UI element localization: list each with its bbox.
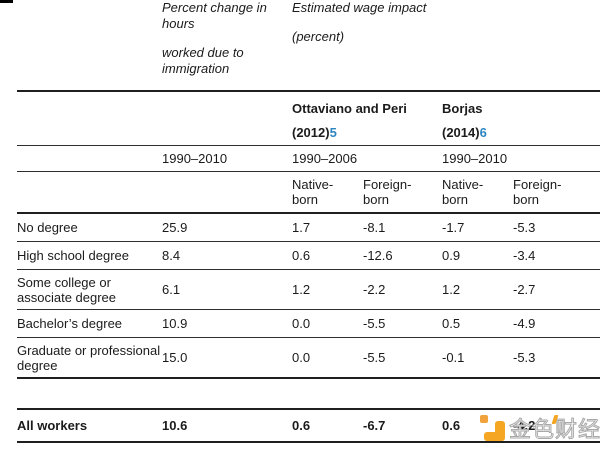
table-cell: -3.4 <box>513 248 536 263</box>
table-cell: 6.1 <box>162 282 181 297</box>
empty-cell <box>162 91 292 146</box>
subheader-b-native: Native-born <box>442 177 484 207</box>
wage-header-line2: (percent) <box>292 29 345 44</box>
row-label: Some college or associate degree <box>17 274 117 305</box>
row-label: Bachelor’s degree <box>17 316 123 331</box>
table-cell: 8.4 <box>162 248 181 263</box>
table-cell: 10.9 <box>162 316 188 331</box>
table-cell: 15.0 <box>162 350 188 365</box>
column-group-header-row: Percent change in hours worked due to im… <box>17 0 600 91</box>
row-label: High school degree <box>17 248 130 263</box>
table-cell: -0.1 <box>442 350 465 365</box>
empty-cell <box>17 172 162 214</box>
table-cell: -12.6 <box>363 248 393 263</box>
table-cell: 25.9 <box>162 220 188 235</box>
table-cell: -5.3 <box>513 220 536 235</box>
table-cell: -4.2 <box>513 418 536 433</box>
table-cell: 0.6 <box>292 248 311 263</box>
subheader-op-foreign: Foreign-born <box>363 177 412 207</box>
table-cell: -2.7 <box>513 282 536 297</box>
wage-header-line1: Estimated wage impact <box>292 0 427 15</box>
spacer-row <box>17 378 600 409</box>
table-row-no-degree: No degree 25.9 1.7 -8.1 -1.7 -5.3 <box>17 213 600 242</box>
row-label: All workers <box>17 418 88 433</box>
row-label: Graduate or professional degree <box>17 342 161 373</box>
table-cell: 0.9 <box>442 248 461 263</box>
spacer-cell <box>17 378 600 409</box>
row-label: No degree <box>17 220 78 235</box>
study-borjas-header: Borjas (2014)6 <box>442 91 600 146</box>
empty-cell <box>17 91 162 146</box>
wage-group-header: Estimated wage impact (percent) <box>292 0 600 91</box>
footnote-link-6[interactable]: 6 <box>479 125 487 140</box>
period-ottaviano: 1990–2006 <box>292 151 358 166</box>
subheader-b-foreign: Foreign-born <box>513 177 562 207</box>
table-row-bachelors: Bachelor’s degree 10.9 0.0 -5.5 0.5 -4.9 <box>17 310 600 338</box>
hours-header-line1: Percent change in hours <box>162 0 267 31</box>
hours-group-header: Percent change in hours worked due to im… <box>162 0 292 91</box>
table-cell: 0.6 <box>292 418 311 433</box>
table-cell: 1.2 <box>442 282 461 297</box>
study-name: Borjas (2014) <box>442 101 483 140</box>
table-cell: 1.7 <box>292 220 311 235</box>
study-header-row: Ottaviano and Peri (2012)5 Borjas (2014)… <box>17 91 600 146</box>
table-cell: 0.0 <box>292 350 311 365</box>
table-cell: 0.6 <box>442 418 461 433</box>
jinse-finance-watermark: 金色财经 <box>479 413 600 447</box>
jinse-logo-icon <box>479 415 507 443</box>
period-borjas: 1990–2010 <box>442 151 508 166</box>
table-cell: -8.1 <box>363 220 386 235</box>
period-header-row: 1990–2010 1990–2006 1990–2010 <box>17 146 600 172</box>
table-cell: -5.5 <box>363 316 386 331</box>
period-hours: 1990–2010 <box>162 151 228 166</box>
footnote-link-5[interactable]: 5 <box>329 125 337 140</box>
empty-cell <box>162 172 292 214</box>
empty-cell <box>17 0 162 91</box>
table-cell: -2.2 <box>363 282 386 297</box>
wage-impact-table: Percent change in hours worked due to im… <box>17 0 600 443</box>
born-subheader-row: Native-born Foreign-born Native-born For… <box>17 172 600 214</box>
table-cell: -5.3 <box>513 350 536 365</box>
subheader-op-native: Native-born <box>292 177 334 207</box>
top-left-crop-mark <box>0 0 13 3</box>
table-cell: -5.5 <box>363 350 386 365</box>
table-row-all-workers: All workers 10.6 0.6 -6.7 0.6 -4.2 <box>17 409 600 442</box>
table-row-some-college: Some college or associate degree 6.1 1.2… <box>17 270 600 310</box>
table-cell: -4.9 <box>513 316 536 331</box>
hours-header-line2: worked due to immigration <box>162 45 244 76</box>
study-ottaviano-peri-header: Ottaviano and Peri (2012)5 <box>292 91 442 146</box>
table-cell: 10.6 <box>162 418 188 433</box>
study-name: Ottaviano and Peri (2012) <box>292 101 407 140</box>
table-cell: 0.0 <box>292 316 311 331</box>
table-cell: -1.7 <box>442 220 465 235</box>
table-cell: 1.2 <box>292 282 311 297</box>
table-cell: -6.7 <box>363 418 386 433</box>
table-row-graduate: Graduate or professional degree 15.0 0.0… <box>17 338 600 378</box>
table-cell: 0.5 <box>442 316 461 331</box>
table-row-high-school: High school degree 8.4 0.6 -12.6 0.9 -3.… <box>17 242 600 270</box>
empty-cell <box>17 146 162 172</box>
